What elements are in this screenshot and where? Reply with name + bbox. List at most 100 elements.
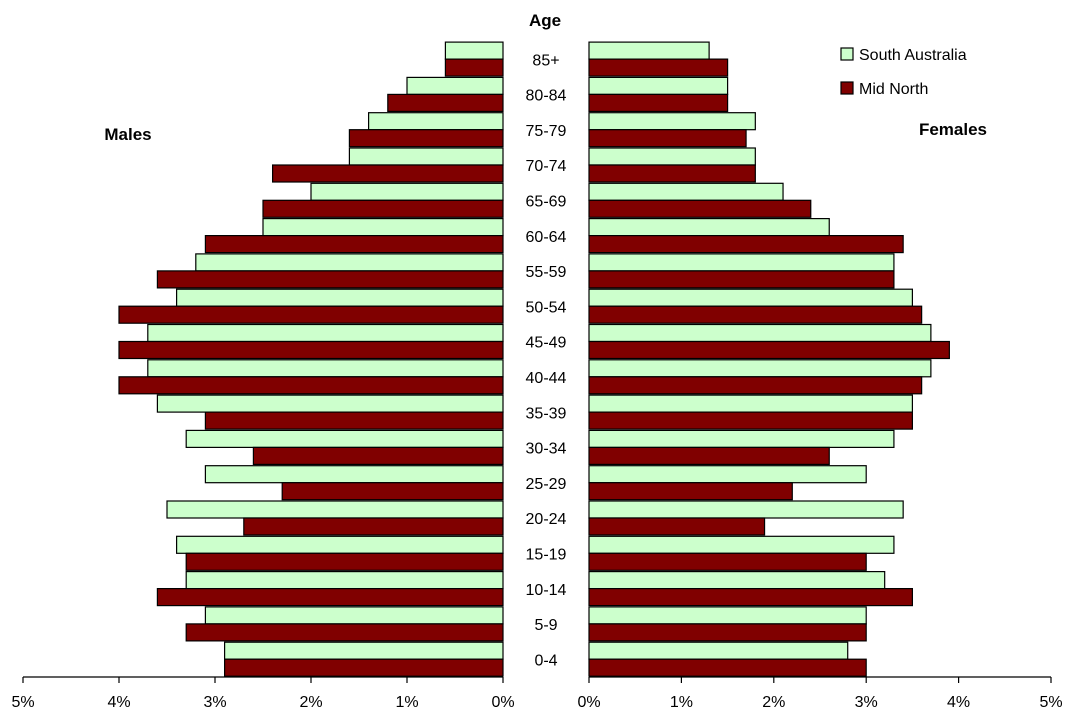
age-label: 60-64: [526, 229, 567, 246]
bar-males-mid-north-15-19: [185, 552, 504, 571]
bar-females-mid-north-55-59: [588, 270, 895, 289]
x-tick-label-left: 0%: [491, 694, 514, 711]
bar-males-mid-north-35-39: [204, 411, 504, 430]
bar-males-south-australia-30-34: [185, 429, 504, 448]
bar-females-mid-north-40-44: [588, 376, 923, 395]
bar-females-south-australia-5-9: [588, 606, 867, 625]
bar-females-mid-north-45-49: [588, 340, 950, 360]
bar-females-mid-north-35-39: [588, 411, 913, 430]
age-label: 20-24: [526, 511, 567, 528]
bar-males-south-australia-55-59: [195, 253, 504, 272]
bar-males-south-australia-35-39: [156, 394, 504, 413]
bar-females-mid-north-50-54: [588, 305, 923, 324]
bar-females-mid-north-10-14: [588, 587, 913, 607]
males-bars: [118, 41, 504, 677]
x-tick-label-right: 0%: [577, 694, 600, 711]
bar-females-south-australia-85+: [588, 41, 710, 60]
age-label: 70-74: [526, 158, 567, 175]
bar-females-south-australia-40-44: [588, 359, 932, 378]
age-label: 35-39: [526, 405, 567, 422]
bar-females-south-australia-15-19: [588, 535, 895, 554]
bar-males-south-australia-20-24: [166, 500, 504, 519]
age-label: 30-34: [526, 441, 567, 458]
bar-males-mid-north-55-59: [156, 270, 504, 289]
age-label: 80-84: [526, 88, 567, 105]
age-label: 50-54: [526, 299, 567, 316]
bar-females-south-australia-75-79: [588, 112, 756, 131]
x-tick-label-right: 3%: [855, 694, 878, 711]
bar-females-mid-north-85+: [588, 58, 729, 77]
bar-females-mid-north-65-69: [588, 199, 812, 218]
bar-males-south-australia-10-14: [185, 570, 504, 590]
bar-females-south-australia-30-34: [588, 429, 895, 448]
x-tick-label-left: 4%: [107, 694, 130, 711]
males-panel-title: Males: [104, 125, 151, 144]
bar-males-mid-north-10-14: [156, 587, 504, 607]
x-tick-label-right: 2%: [762, 694, 785, 711]
bar-males-mid-north-75-79: [348, 129, 504, 148]
legend-label-south-australia: South Australia: [859, 47, 967, 64]
bar-females-south-australia-10-14: [588, 570, 886, 590]
age-label: 5-9: [534, 617, 557, 634]
x-tick-label-left: 5%: [11, 694, 34, 711]
bar-males-mid-north-60-64: [204, 235, 504, 254]
bar-females-south-australia-60-64: [588, 218, 830, 237]
bar-females-mid-north-30-34: [588, 446, 830, 465]
x-axes: 5% 4% 3% 2% 1% 0% 0% 1% 2% 3% 4% 5%: [11, 676, 1063, 711]
bar-males-mid-north-80-84: [387, 93, 504, 113]
females-panel-title: Females: [919, 120, 987, 139]
bar-males-south-australia-80-84: [406, 76, 504, 96]
x-tick-label-left: 3%: [203, 694, 226, 711]
bar-females-mid-north-75-79: [588, 129, 747, 148]
age-label: 45-49: [526, 335, 567, 352]
bar-females-mid-north-25-29: [588, 482, 793, 501]
bar-males-mid-north-85+: [444, 58, 504, 77]
females-bars: [588, 41, 950, 677]
bar-males-mid-north-5-9: [185, 623, 504, 642]
x-tick-label-left: 1%: [395, 694, 418, 711]
bar-females-mid-north-20-24: [588, 517, 766, 536]
age-category-labels: 0-4 5-9 10-14 15-19 20-24 25-29 30-34 35-39 40-4…: [526, 52, 567, 669]
bar-females-south-australia-45-49: [588, 323, 932, 343]
x-tick-label-right: 4%: [947, 694, 970, 711]
bar-males-south-australia-85+: [444, 41, 504, 60]
bar-males-mid-north-65-69: [262, 199, 504, 218]
age-label: 75-79: [526, 123, 567, 140]
bar-females-south-australia-70-74: [588, 147, 756, 166]
bar-males-south-australia-40-44: [147, 359, 504, 378]
bar-females-south-australia-35-39: [588, 394, 913, 413]
bar-females-south-australia-20-24: [588, 500, 904, 519]
bar-females-south-australia-0-4: [588, 641, 849, 660]
age-label: 10-14: [526, 582, 567, 599]
x-tick-label-left: 2%: [299, 694, 322, 711]
bar-females-south-australia-50-54: [588, 288, 913, 307]
x-tick-label-right: 1%: [670, 694, 693, 711]
bar-males-mid-north-50-54: [118, 305, 504, 324]
bar-males-mid-north-70-74: [272, 164, 504, 183]
bar-females-south-australia-80-84: [588, 76, 729, 96]
bar-females-mid-north-5-9: [588, 623, 867, 642]
age-label: 25-29: [526, 476, 567, 493]
legend: South Australia Mid North: [840, 47, 967, 98]
bar-males-mid-north-20-24: [243, 517, 504, 536]
bar-females-mid-north-80-84: [588, 93, 729, 113]
bar-males-south-australia-60-64: [262, 218, 504, 237]
bar-males-mid-north-40-44: [118, 376, 504, 395]
legend-swatch-south-australia: [840, 47, 854, 61]
bar-males-south-australia-45-49: [147, 323, 504, 343]
bar-males-south-australia-0-4: [224, 641, 504, 660]
bar-males-south-australia-50-54: [176, 288, 504, 307]
age-label: 85+: [532, 52, 559, 69]
age-label: 55-59: [526, 264, 567, 281]
bar-males-south-australia-25-29: [204, 465, 504, 484]
legend-label-mid-north: Mid North: [859, 81, 928, 98]
bar-males-mid-north-30-34: [252, 446, 504, 465]
bar-males-mid-north-0-4: [224, 658, 504, 677]
bar-females-south-australia-25-29: [588, 465, 867, 484]
bar-females-mid-north-0-4: [588, 658, 867, 677]
age-label: 65-69: [526, 193, 567, 210]
bar-males-mid-north-45-49: [118, 340, 504, 360]
bar-females-south-australia-55-59: [588, 253, 895, 272]
